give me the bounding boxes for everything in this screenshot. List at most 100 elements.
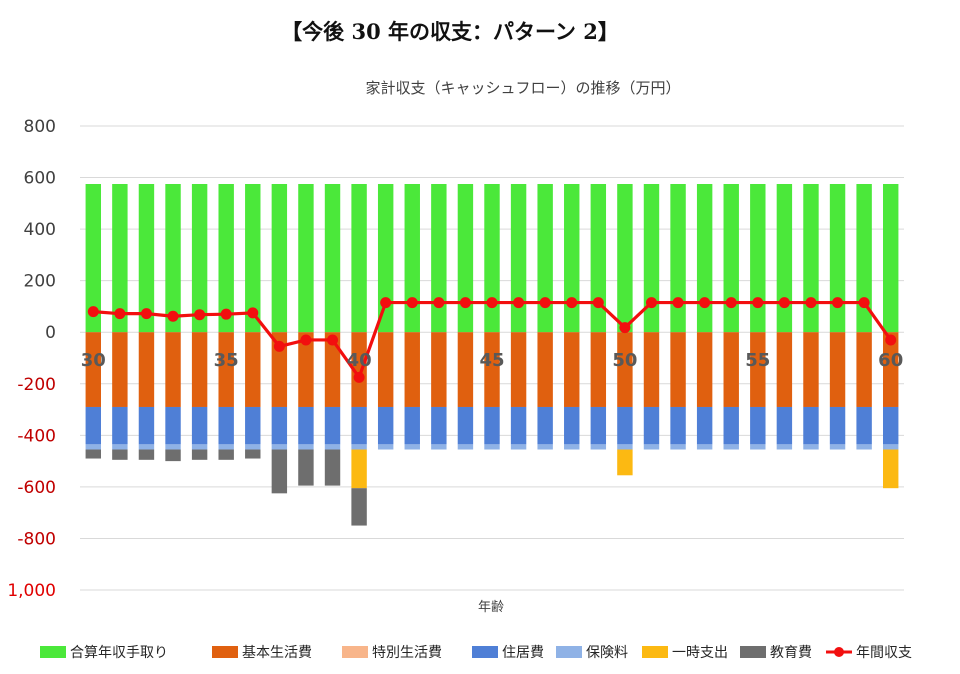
y-tick-label: 800 — [24, 117, 56, 137]
x-tick-label: 55 — [745, 350, 770, 371]
bar-segment — [510, 444, 527, 450]
bar-segment — [165, 449, 181, 462]
bar-segment — [617, 444, 633, 450]
bar-segment — [883, 444, 899, 450]
bar-segment — [750, 444, 766, 450]
legend-label: 年間収支 — [856, 645, 912, 661]
bar-segment — [537, 332, 553, 407]
bar-segment — [138, 444, 155, 450]
legend-label: 合算年収手取り — [70, 645, 168, 661]
bar-segment — [750, 332, 766, 407]
bar-segment — [457, 184, 474, 333]
bar-segment — [85, 406, 101, 445]
x-tick-label: 50 — [612, 350, 637, 371]
line-series — [87, 297, 897, 383]
bar-segment — [564, 332, 580, 407]
x-tick-label: 30 — [81, 350, 106, 371]
line-point — [167, 310, 179, 322]
bar-segment — [484, 406, 500, 445]
bar-segment — [298, 444, 314, 450]
bar-segment — [165, 406, 181, 445]
x-tick-label: 35 — [214, 350, 239, 371]
line-point — [87, 306, 99, 318]
bar-segment — [377, 406, 394, 445]
bar-segment — [564, 184, 580, 333]
legend-swatch — [212, 646, 238, 658]
bar-segment — [510, 184, 527, 333]
bar-segment — [883, 449, 899, 489]
bar-segment — [776, 332, 793, 407]
bar-segment — [191, 184, 208, 333]
bar-segment — [643, 184, 660, 333]
bar-segment — [510, 332, 527, 407]
bar-segment — [351, 332, 367, 407]
bar-segment — [112, 184, 128, 333]
bar-segment — [696, 332, 713, 407]
bar-segment — [218, 444, 234, 450]
line-point — [247, 307, 259, 319]
bar-segment — [564, 406, 580, 445]
bar-segment — [617, 184, 633, 333]
line-point — [832, 297, 844, 309]
bar-segment — [351, 449, 367, 489]
x-tick-label: 45 — [479, 350, 504, 371]
bar-segment — [617, 449, 633, 476]
bar-segment — [696, 406, 713, 445]
legend-swatch — [642, 646, 668, 658]
bar-segment — [856, 406, 872, 445]
bar-segment — [803, 406, 819, 445]
bar-segment — [324, 332, 341, 407]
line-point — [353, 371, 365, 383]
legend-swatch — [834, 647, 844, 657]
chart-title: 家計収支（キャッシュフロー）の推移（万円） — [365, 79, 680, 97]
bar-segment — [590, 444, 607, 450]
line-point — [220, 308, 232, 320]
bar-segment — [138, 406, 155, 445]
line-point — [752, 297, 764, 309]
legend-swatch — [472, 646, 498, 658]
bar-segment — [803, 332, 819, 407]
bar-segment — [245, 449, 261, 459]
x-axis-label: 年齢 — [478, 600, 504, 615]
bar-segment — [85, 184, 101, 333]
bar-segment — [298, 449, 314, 486]
line-point — [114, 308, 126, 320]
bar-segment — [829, 406, 846, 445]
bar-segment — [696, 184, 713, 333]
bar-segment — [537, 444, 553, 450]
bar-segment — [696, 444, 713, 450]
bar-segment — [165, 444, 181, 450]
bar-segment — [457, 332, 474, 407]
bar-segment — [670, 444, 686, 450]
bar-segment — [431, 444, 447, 450]
bar-segment — [298, 332, 314, 407]
bar-segment — [883, 184, 899, 333]
line-point — [513, 297, 525, 309]
bar-segment — [590, 332, 607, 407]
bar-segment — [218, 449, 234, 460]
line-point — [858, 297, 870, 309]
bar-segment — [245, 332, 261, 407]
line-point — [459, 297, 471, 309]
line-point — [486, 297, 498, 309]
bar-segment — [457, 406, 474, 445]
legend-label: 教育費 — [770, 645, 812, 661]
bar-segment — [670, 332, 686, 407]
bar-segment — [271, 449, 288, 494]
bar-segment — [112, 449, 128, 460]
bar-segment — [324, 449, 341, 486]
x-tick-label: 40 — [347, 350, 372, 371]
line-point — [380, 297, 392, 309]
bar-segment — [377, 444, 394, 450]
x-tick-label: 60 — [878, 350, 903, 371]
bar-segment — [829, 332, 846, 407]
legend-label: 基本生活費 — [242, 644, 312, 661]
bar-segment — [138, 184, 155, 333]
line-point — [539, 297, 551, 309]
line-point — [645, 297, 657, 309]
bar-segment — [112, 444, 128, 450]
bar-segment — [750, 406, 766, 445]
bar-segment — [351, 488, 367, 526]
line-point — [885, 334, 897, 346]
bar-segment — [590, 184, 607, 333]
